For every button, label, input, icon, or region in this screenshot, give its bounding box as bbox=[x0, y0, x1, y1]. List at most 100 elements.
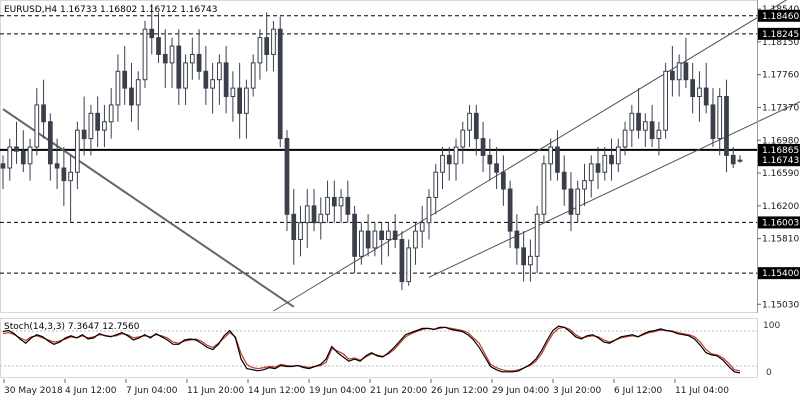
candle-body bbox=[548, 146, 554, 165]
candle-body bbox=[244, 87, 249, 114]
candle bbox=[419, 205, 425, 248]
price-label-box bbox=[758, 27, 800, 40]
candle bbox=[115, 54, 121, 122]
candle bbox=[304, 189, 310, 248]
candle-body bbox=[609, 154, 614, 165]
candle-body bbox=[95, 112, 101, 131]
candle-body bbox=[257, 37, 263, 64]
candle-body bbox=[304, 205, 310, 224]
time-axis-label: 6 Jul 12:00 bbox=[614, 386, 663, 396]
trendline-channel-lower bbox=[428, 101, 800, 278]
candle bbox=[250, 54, 256, 97]
candle-body bbox=[61, 167, 67, 182]
candle bbox=[54, 138, 60, 190]
candle-body bbox=[582, 180, 587, 190]
price-axis-label: 1.18460 bbox=[762, 12, 799, 22]
candle-body bbox=[338, 196, 344, 207]
candle bbox=[264, 12, 270, 72]
price-label-box bbox=[758, 143, 800, 156]
candle-body bbox=[102, 121, 107, 131]
candle-body bbox=[575, 188, 581, 215]
candle bbox=[75, 121, 80, 190]
price-pane: EURUSD,H4 1.16733 1.16802 1.16712 1.1674… bbox=[0, 0, 800, 313]
candle-body bbox=[413, 230, 418, 249]
candle bbox=[386, 222, 391, 257]
candle-body bbox=[494, 163, 499, 173]
candle bbox=[521, 231, 526, 282]
candle-body bbox=[629, 112, 635, 131]
candle bbox=[595, 146, 601, 190]
price-axis-label: 1.17370 bbox=[762, 103, 799, 113]
candle-body bbox=[14, 146, 19, 152]
price-axis-label: 1.15810 bbox=[762, 235, 799, 245]
candle-body bbox=[223, 62, 229, 98]
candle-body bbox=[81, 129, 87, 140]
candle bbox=[453, 138, 459, 181]
candle bbox=[257, 29, 263, 80]
stoch-series-line-1 bbox=[2, 325, 741, 374]
candle bbox=[656, 121, 662, 156]
candle-body bbox=[115, 70, 121, 106]
price-axis: 1.185401.184601.182451.181501.177601.173… bbox=[757, 0, 800, 313]
candle-body bbox=[622, 129, 628, 148]
stoch-tick-100: 100 bbox=[763, 321, 780, 331]
candle-body bbox=[386, 230, 391, 241]
candle-body bbox=[473, 112, 479, 140]
candle-body bbox=[41, 104, 46, 123]
price-axis-label: 1.16865 bbox=[762, 146, 799, 156]
candle bbox=[514, 214, 520, 265]
candle bbox=[433, 163, 439, 215]
candle-body bbox=[467, 112, 472, 131]
candle-body bbox=[189, 53, 195, 64]
candle-body bbox=[561, 171, 567, 190]
candle-body bbox=[406, 247, 412, 283]
candle-body bbox=[460, 129, 466, 148]
candle-body bbox=[419, 222, 425, 232]
candle bbox=[440, 146, 445, 190]
candle-body bbox=[663, 70, 668, 131]
candle-body bbox=[358, 230, 364, 257]
price-axis-label: 1.16980 bbox=[762, 136, 799, 146]
candle bbox=[676, 54, 682, 97]
horizontal-levels bbox=[0, 15, 757, 274]
candle-body bbox=[325, 196, 330, 215]
price-axis-label: 1.18245 bbox=[762, 30, 799, 40]
candle bbox=[413, 222, 418, 265]
candle bbox=[717, 88, 723, 156]
candle bbox=[642, 113, 648, 147]
candle bbox=[156, 12, 161, 63]
candle bbox=[467, 104, 472, 147]
candle bbox=[142, 20, 148, 89]
candle bbox=[568, 172, 574, 232]
candle-body bbox=[642, 121, 648, 131]
candle bbox=[149, 4, 155, 55]
candle bbox=[555, 130, 560, 181]
candle-body bbox=[149, 28, 155, 39]
candle-body bbox=[541, 163, 547, 215]
candle bbox=[277, 16, 283, 147]
candle bbox=[291, 189, 297, 265]
candle-body bbox=[433, 171, 439, 198]
candle-body bbox=[710, 104, 716, 140]
candle-body bbox=[291, 213, 297, 241]
candle-body bbox=[507, 188, 513, 232]
candle-body bbox=[534, 213, 540, 257]
candle bbox=[480, 121, 486, 173]
candle-body bbox=[703, 87, 709, 106]
candle bbox=[108, 88, 114, 139]
candle-body bbox=[7, 146, 13, 169]
time-axis-label: 19 Jun 04:00 bbox=[309, 386, 366, 396]
chart-title: EURUSD,H4 1.16733 1.16802 1.16712 1.1674… bbox=[4, 5, 217, 15]
stochastic-title: Stoch(14,3,3) 7.3647 12.7560 bbox=[4, 322, 140, 332]
candle-body bbox=[521, 247, 526, 266]
candle bbox=[670, 46, 675, 97]
candle-body bbox=[217, 62, 222, 81]
candle bbox=[61, 146, 67, 206]
candle bbox=[284, 130, 290, 232]
candle-body bbox=[345, 196, 351, 215]
price-label-box bbox=[758, 154, 800, 167]
stochastic-pane: Stoch(14,3,3) 7.3647 12.7560 100 0 bbox=[0, 318, 780, 378]
candle bbox=[338, 189, 344, 223]
price-axis-label: 1.17760 bbox=[762, 71, 799, 81]
